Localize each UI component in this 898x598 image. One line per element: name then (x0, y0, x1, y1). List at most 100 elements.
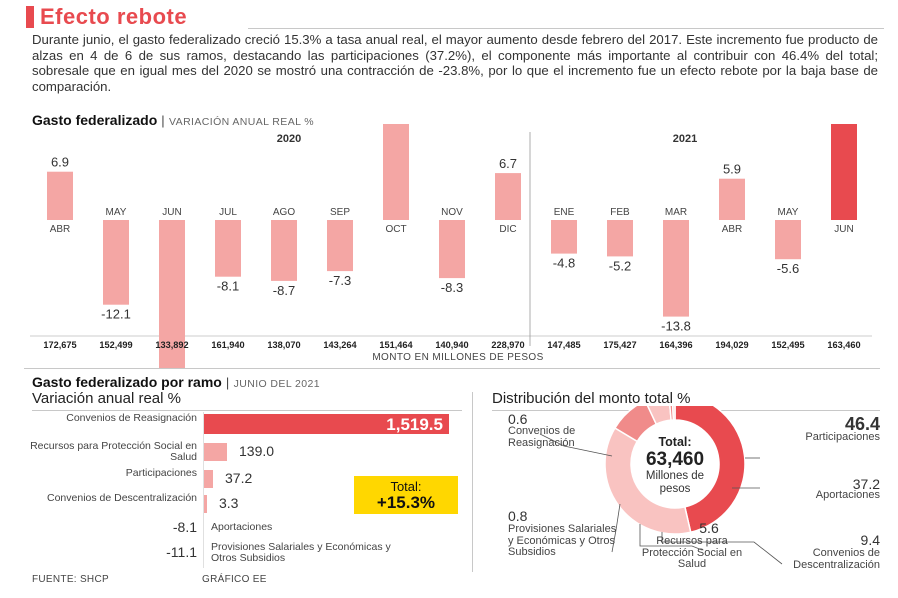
amount-label-11: 164,396 (659, 340, 692, 350)
donut-center-label: Total: (658, 435, 691, 449)
bar-jul-2020 (215, 220, 241, 277)
bar-jun-2021 (831, 124, 857, 220)
hbar-category-2: Participaciones (125, 467, 197, 479)
amount-label-8: 228,970 (491, 340, 524, 350)
amounts-axis-label: MONTO EN MILLONES DE PESOS (372, 352, 543, 363)
hbar-3 (203, 495, 207, 513)
donut-center-value: 63,460 (646, 449, 704, 470)
month-label-12: ABR (722, 224, 743, 235)
top-chart-title-text: Gasto federalizado (32, 112, 158, 128)
bar-dic-2020 (495, 173, 521, 220)
month-label-6: OCT (385, 224, 406, 235)
amount-label-6: 151,464 (379, 340, 413, 350)
bar-feb-2021 (607, 220, 633, 257)
hbar-value-0: 1,519.5 (386, 415, 443, 434)
bar-ago-2020 (271, 220, 297, 281)
month-label-1: MAY (106, 207, 127, 218)
hbar-value-3: 3.3 (219, 495, 239, 511)
top-chart-title: Gasto federalizado | VARIACIÓN ANUAL REAL … (32, 112, 314, 128)
top-chart-subtitle: VARIACIÓN ANUAL REAL % (169, 116, 314, 128)
headline-accent-bar (26, 6, 34, 28)
bottom-subtitle: JUNIO DEL 2021 (233, 378, 320, 390)
amount-label-13: 152,495 (771, 340, 804, 350)
donut-slices (604, 406, 746, 535)
month-label-3: JUL (219, 207, 237, 218)
donut-leader-lines (539, 433, 783, 565)
amount-label-9: 147,485 (547, 340, 580, 350)
donut-chart-title: Distribución del monto total % (492, 390, 691, 407)
month-label-14: JUN (834, 224, 853, 235)
donut-category-0: Participaciones (805, 431, 880, 443)
month-label-0: ABR (50, 224, 71, 235)
leader-line-5 (539, 433, 613, 457)
value-label-4: -8.7 (273, 283, 295, 298)
infographic: Efecto rebote Durante junio, el gasto fe… (18, 2, 886, 594)
bar-ene-2021 (551, 220, 577, 254)
amount-label-2: 133,892 (155, 340, 188, 350)
headline-title: Efecto rebote (40, 4, 188, 29)
value-label-9: -4.8 (553, 256, 575, 271)
intro-paragraph: Durante junio, el gasto federalizado cre… (32, 32, 878, 94)
source-note: FUENTE: SHCP (32, 574, 109, 585)
hbar-value-5: -11.1 (166, 544, 197, 560)
amount-label-4: 138,070 (267, 340, 300, 350)
month-label-13: MAY (778, 207, 799, 218)
amount-label-3: 161,940 (211, 340, 244, 350)
value-label-10: -5.2 (609, 258, 631, 273)
bar-may-2021 (775, 220, 801, 260)
month-label-4: AGO (273, 207, 295, 218)
amount-label-12: 194,029 (715, 340, 748, 350)
amount-label-14: 163,460 (827, 340, 860, 350)
donut-value-1: 37.2 (852, 476, 880, 492)
bar-jun-2020 (159, 220, 185, 369)
total-variation-value: +15.3% (376, 493, 436, 512)
month-label-10: FEB (610, 207, 630, 218)
year-label-2020: 2020 (277, 133, 301, 145)
value-label-1: -12.1 (101, 307, 131, 322)
value-label-3: -8.1 (217, 279, 239, 294)
month-label-9: ENE (554, 207, 575, 218)
donut-value-2: 9.4 (860, 532, 880, 548)
graphic-credit: GRÁFICO EE (202, 574, 267, 585)
hbar-value-1: 139.0 (239, 443, 275, 459)
leader-line-2 (661, 532, 783, 565)
total-variation-label: Total: (390, 479, 422, 494)
bar-oct-2020 (383, 124, 409, 220)
donut-category-2: Convenios de Descentralización (793, 547, 880, 571)
headline-rule (248, 28, 884, 29)
leader-line-3 (639, 524, 703, 551)
donut-value-0: 46.4 (844, 414, 880, 434)
amount-label-10: 175,427 (603, 340, 636, 350)
hbar-category-5: Provisiones Salariales y Económicas y Ot… (211, 541, 391, 564)
amount-label-1: 152,499 (99, 340, 132, 350)
hbar-category-1: Recursos para Protección Social en Salud (30, 440, 197, 463)
bottom-title-text: Gasto federalizado por ramo (32, 374, 222, 390)
value-label-5: -7.3 (329, 273, 351, 288)
leader-line-4 (611, 503, 621, 553)
bottom-section-title: Gasto federalizado por ramo | JUNIO DEL 20… (32, 374, 320, 390)
hbar-0 (203, 414, 449, 434)
month-label-8: DIC (499, 224, 516, 235)
amount-label-0: 172,675 (43, 340, 76, 350)
distribution-donut-chart: Total: 63,460 Millones de pesos (539, 406, 783, 565)
bar-mar-2021 (663, 220, 689, 317)
donut-slice-0 (674, 406, 746, 534)
value-label-11: -13.8 (661, 319, 691, 334)
donut-center-unit-line2: pesos (660, 483, 691, 495)
year-label-2021: 2021 (673, 133, 697, 145)
amount-label-7: 140,940 (435, 340, 468, 350)
bar-sep-2020 (327, 220, 353, 272)
hbar-category-3: Convenios de Descentralización (47, 492, 197, 504)
section-divider (24, 368, 880, 369)
hbar-category-0: Convenios de Reasignación (66, 412, 197, 424)
donut-slice-5 (672, 406, 676, 421)
hbar-chart-title: Variación anual real % (32, 390, 181, 407)
hbar-category-4: Aportaciones (211, 521, 273, 533)
total-variation-badge: Total: +15.3% (354, 476, 458, 514)
donut-value-5: 0.6 (508, 411, 528, 427)
donut-category-5: Convenios de Reasignación (508, 425, 576, 449)
bottom-vertical-divider (472, 392, 473, 572)
bar-may-2020 (103, 220, 129, 305)
headline: Efecto rebote (26, 4, 187, 30)
value-label-0: 6.9 (51, 155, 69, 170)
